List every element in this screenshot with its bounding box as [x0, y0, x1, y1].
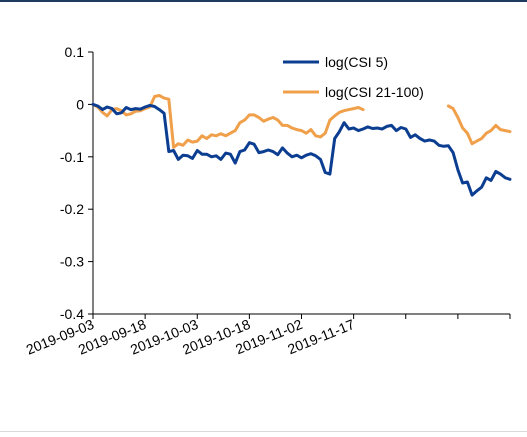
bottom-border-line: [0, 431, 527, 432]
y-tick-label: 0: [76, 96, 84, 112]
legend: log(CSI 5) log(CSI 21-100): [283, 54, 424, 100]
x-axis: 2019-09-032019-09-182019-10-032019-10-18…: [24, 313, 511, 358]
y-axis: 0.1 0 -0.1 -0.2 -0.3 -0.4: [60, 44, 94, 322]
y-tick-label: -0.3: [60, 254, 84, 270]
y-tick-label: -0.2: [60, 201, 84, 217]
legend-label: log(CSI 21-100): [325, 84, 424, 100]
legend-label: log(CSI 5): [325, 54, 388, 70]
series-line-csi-5: [91, 102, 512, 197]
series-layer: [91, 94, 512, 197]
y-tick-label: -0.4: [60, 306, 84, 322]
series-line-csi-21-100: [446, 104, 512, 146]
series-line-csi-21-100: [91, 94, 365, 149]
y-tick-label: -0.1: [60, 149, 84, 165]
top-border-line: [0, 0, 527, 2]
y-tick-label: 0.1: [65, 44, 85, 60]
